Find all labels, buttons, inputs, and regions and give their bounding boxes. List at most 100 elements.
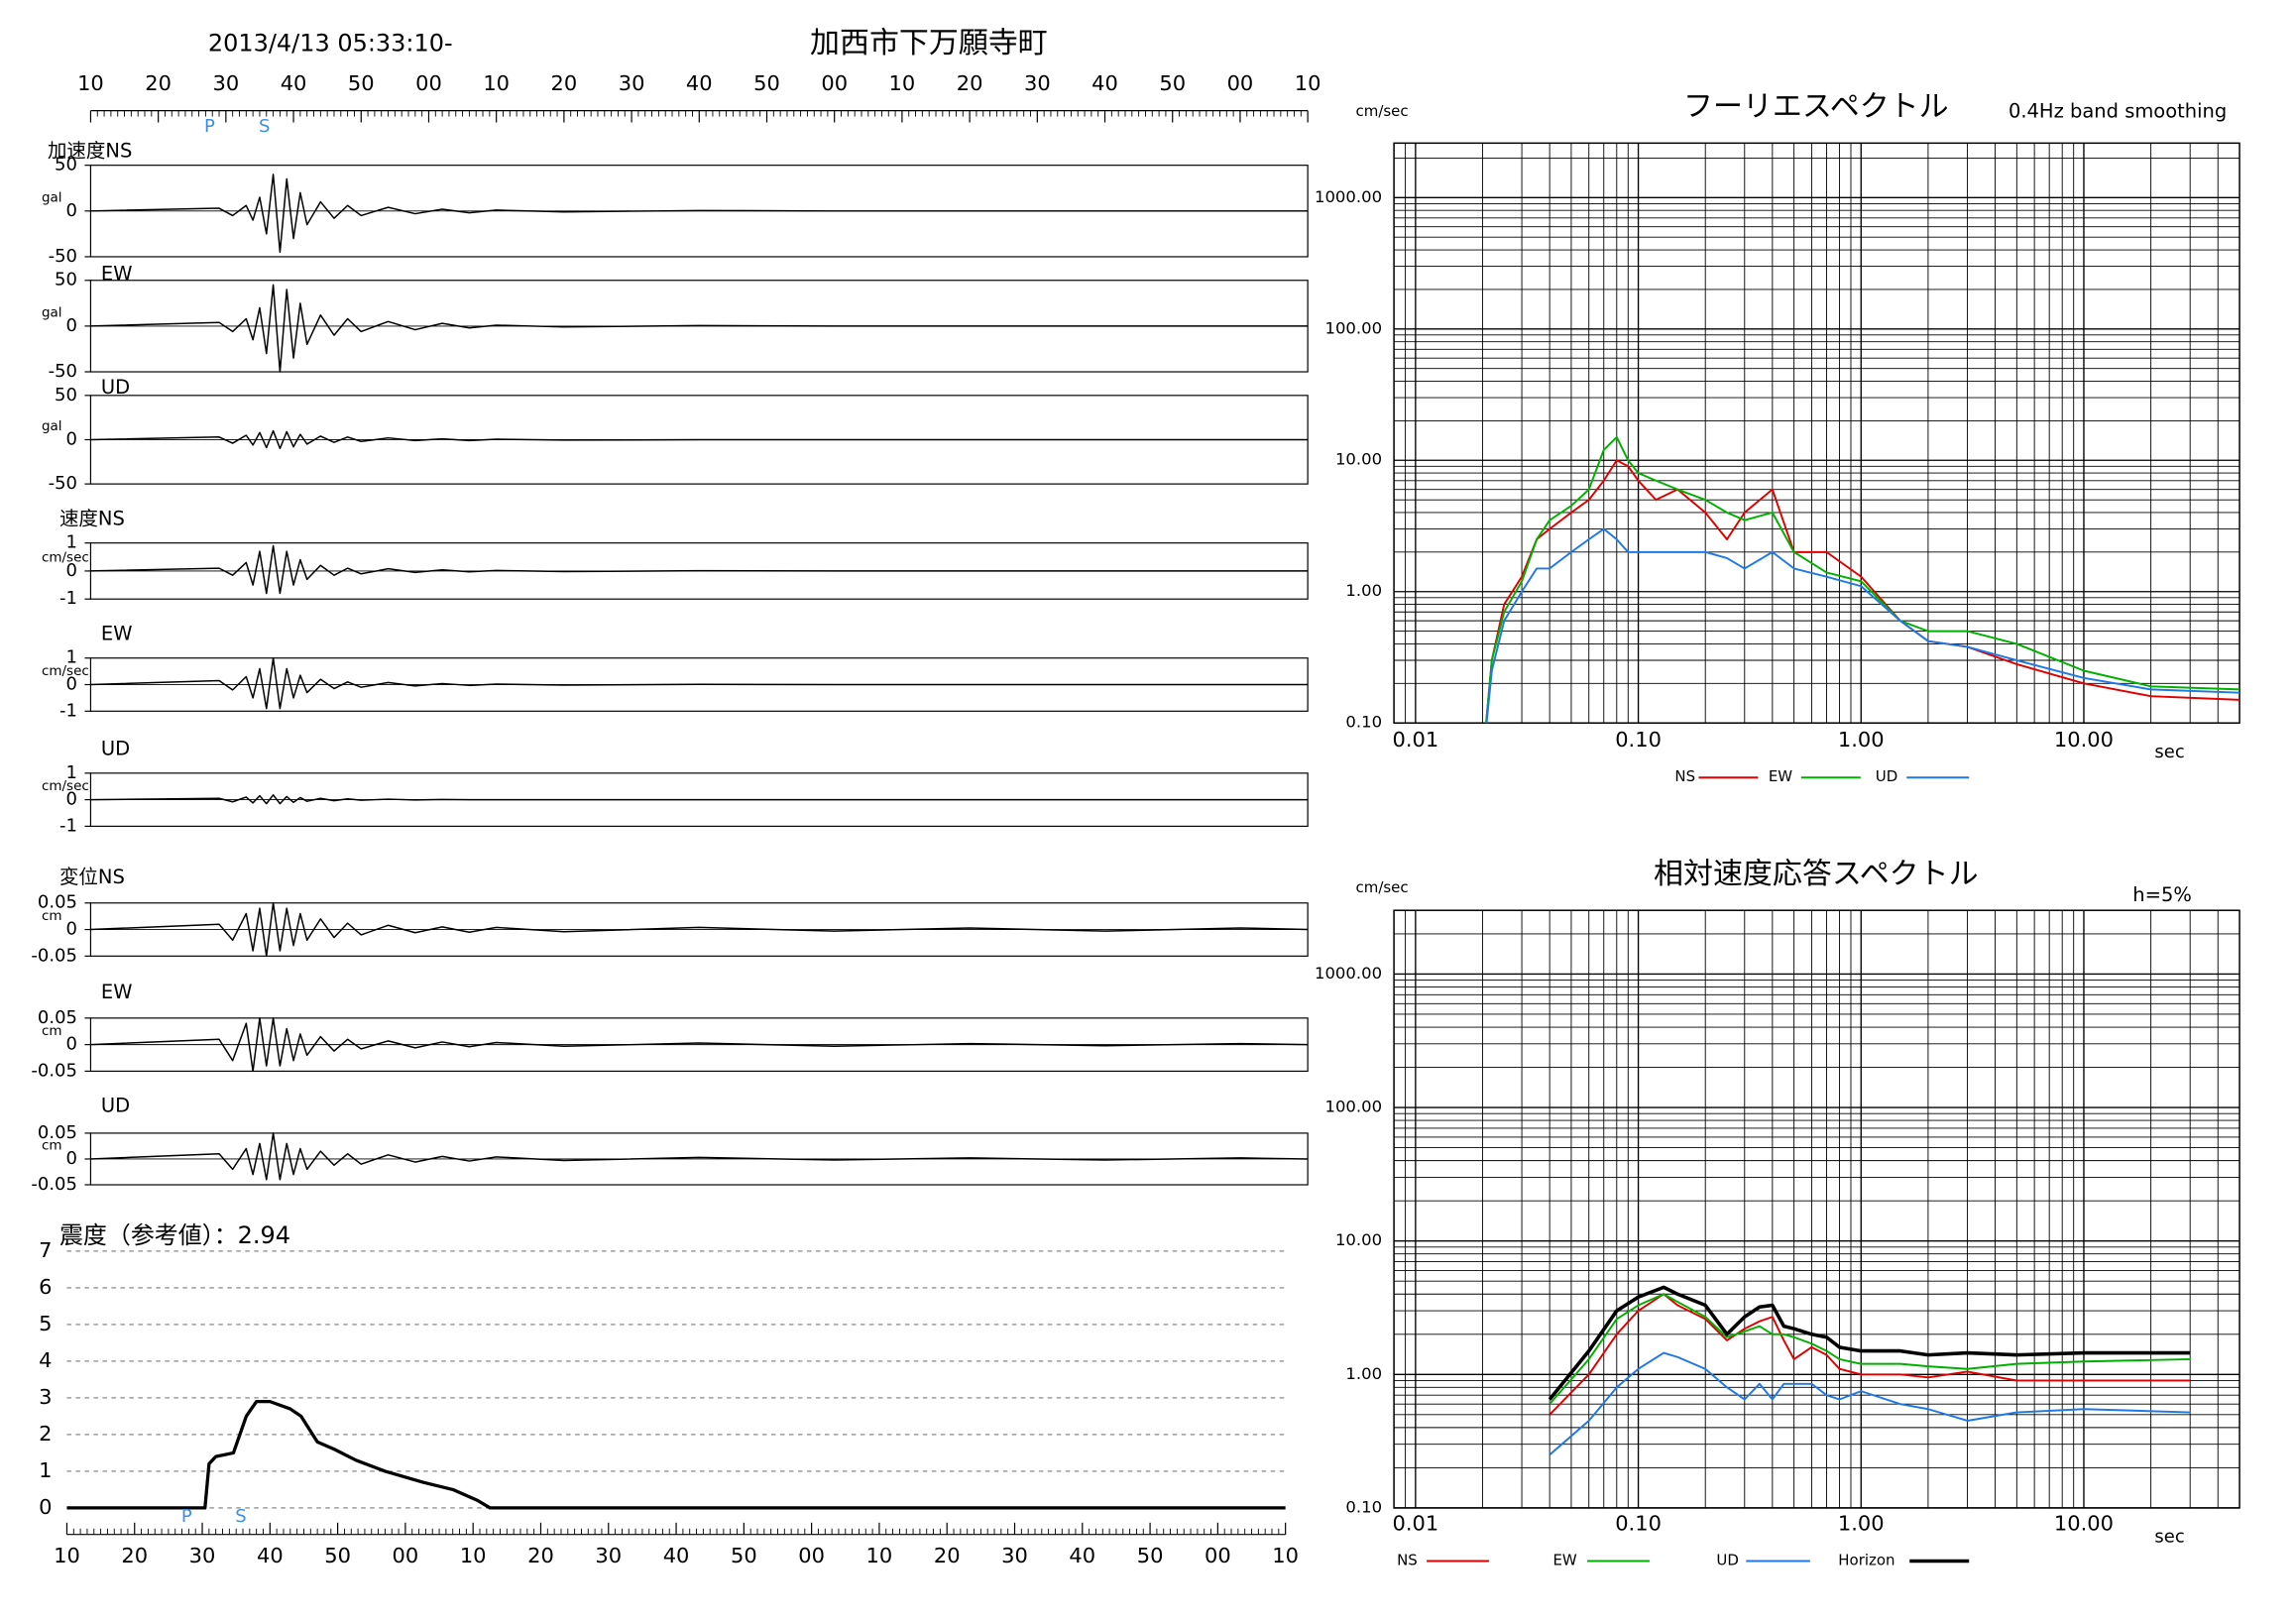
data-line [90,1132,1309,1181]
data-line [1549,1293,2191,1416]
y-tick-label: 0.05 [38,1122,77,1143]
y-tick-label: -1 [59,815,77,836]
data-line [1549,1351,2191,1456]
legend-label: Horizon [1838,1552,1894,1569]
y-tick-label: 0.05 [38,892,77,913]
location: 加西市下万願寺町 [810,26,1048,60]
x-tick-label: 00 [821,71,848,95]
x-tick-label: 0.01 [1392,728,1438,752]
datetime: 2013/4/13 05:33:10- [208,30,453,58]
y-unit: cm [42,909,62,924]
y-tick-label: 4 [39,1348,52,1372]
y-tick-label: 7 [39,1238,52,1262]
x-tick-label: 20 [527,1544,554,1567]
y-tick-label: 0.10 [1345,713,1382,732]
data-line [90,284,1309,373]
x-tick-label: 50 [731,1544,757,1567]
chart-subtitle: h=5% [2132,883,2192,906]
x-tick-label: 00 [798,1544,825,1567]
y-tick-label: 1.00 [1345,581,1382,600]
x-tick-label: 0.01 [1392,1511,1438,1535]
y-tick-label: 50 [55,155,77,175]
panel-title: UD [101,376,130,399]
y-tick-label: 50 [55,270,77,290]
x-unit: sec [2154,742,2184,762]
phase-marker: S [259,116,270,137]
x-tick-label: 20 [145,71,172,95]
plot-frame [1393,909,2240,1509]
y-tick-label: -0.05 [31,945,77,966]
y-tick-label: 10.00 [1335,1230,1382,1249]
x-tick-label: 00 [1205,1544,1231,1567]
legend-label: NS [1397,1552,1418,1569]
data-line [1549,1293,2191,1405]
data-line [90,429,1309,450]
x-tick-label: 20 [121,1544,148,1567]
panel-title: 変位NS [59,866,125,888]
y-unit: cm/sec [1356,102,1409,120]
y-tick-label: 5 [39,1312,52,1335]
x-tick-label: 20 [957,71,983,95]
y-tick-label: 0 [66,789,77,810]
data-line [90,794,1309,805]
x-tick-label: 10 [77,71,104,95]
panel-title: 加速度NS [48,140,132,163]
x-tick-label: 40 [686,71,713,95]
panel-title: 速度NS [59,507,125,529]
data-line [90,656,1309,710]
x-tick-label: 10.00 [2054,1511,2114,1535]
y-unit: cm/sec [1356,878,1409,896]
data-line [1548,1285,2191,1401]
x-tick-label: 50 [753,71,780,95]
x-tick-label: 00 [393,1544,419,1567]
y-tick-label: -50 [49,361,77,382]
legend-label: UD [1876,767,1898,785]
x-tick-label: 50 [324,1544,351,1567]
y-tick-label: 50 [55,385,77,406]
data-line [90,544,1309,595]
phase-marker: S [235,1506,246,1527]
x-tick-label: 0.10 [1615,1511,1662,1535]
x-tick-label: 1.00 [1838,1511,1885,1535]
x-tick-label: 00 [415,71,442,95]
x-tick-label: 30 [1024,71,1051,95]
y-unit: gal [42,190,62,205]
y-tick-label: 100.00 [1324,318,1382,337]
x-tick-label: 40 [281,71,307,95]
y-tick-label: 10.00 [1335,450,1382,469]
y-tick-label: 0 [66,919,77,940]
x-tick-label: 10 [1272,1544,1299,1567]
x-tick-label: 40 [257,1544,284,1567]
y-tick-label: 0 [66,1034,77,1055]
y-unit: cm [42,1024,62,1039]
y-tick-label: -50 [49,246,77,267]
x-tick-label: 20 [934,1544,961,1567]
x-tick-label: 40 [1069,1544,1095,1567]
y-tick-label: 3 [39,1385,52,1409]
phase-marker: P [181,1506,192,1527]
data-line [1485,527,2240,724]
x-tick-label: 1.00 [1838,728,1885,752]
y-unit: cm [42,1139,62,1154]
x-tick-label: 30 [189,1544,216,1567]
panel-title: EW [101,262,133,285]
panel-title: UD [101,1095,130,1117]
y-tick-label: -50 [49,473,77,494]
x-tick-label: 20 [551,71,578,95]
legend-label: NS [1674,767,1695,785]
panel-title: UD [101,738,130,760]
legend-label: EW [1769,767,1793,785]
data-line [1485,435,2240,724]
x-tick-label: 10 [866,1544,893,1567]
y-tick-label: -0.05 [31,1060,77,1081]
y-tick-label: 0.05 [38,1007,77,1028]
x-unit: sec [2154,1527,2184,1548]
x-tick-label: 10 [889,71,916,95]
y-tick-label: -1 [59,700,77,721]
x-tick-label: 10 [1295,71,1321,95]
x-tick-label: 30 [212,71,239,95]
y-tick-label: 6 [39,1275,52,1299]
y-tick-label: 1 [66,532,77,553]
x-tick-label: 40 [663,1544,690,1567]
y-tick-label: 1000.00 [1315,964,1382,983]
